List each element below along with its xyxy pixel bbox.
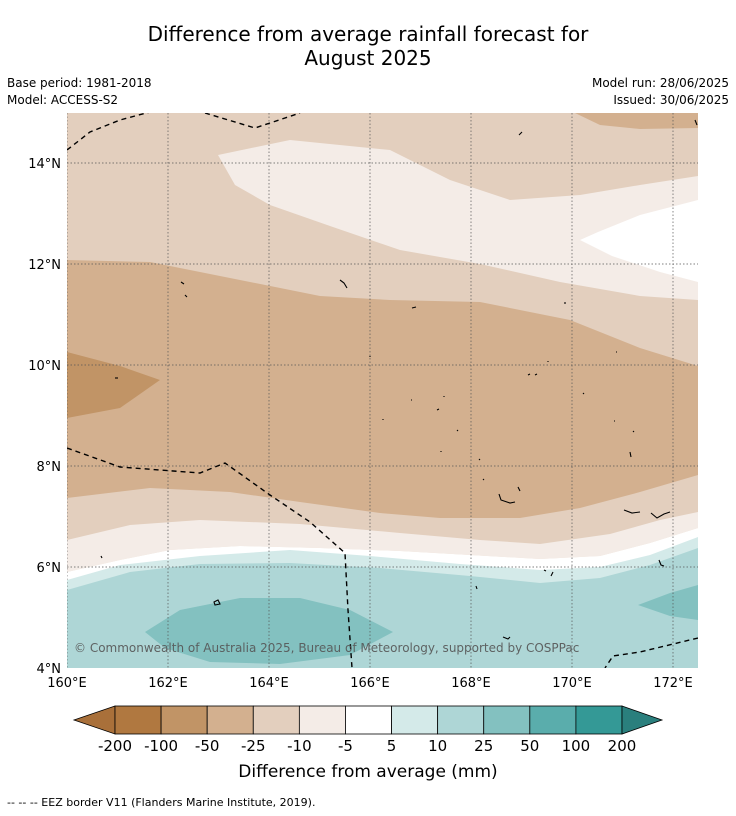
graticule: [67, 113, 698, 668]
lat-label: 6°N: [37, 561, 62, 576]
colorbar-tick-label: 5: [387, 737, 397, 755]
colorbar-arrow-high: [621, 705, 664, 735]
colorbar-tick-label: -100: [144, 737, 178, 755]
anomaly-region-minus10: [218, 140, 698, 300]
lat-label: 10°N: [28, 359, 61, 374]
colorbar-tick-label: -25: [241, 737, 266, 755]
colorbar-swatch: [298, 705, 346, 735]
lat-label: 14°N: [28, 157, 61, 172]
model-name: Model: ACCESS-S2: [7, 93, 119, 107]
anomaly-region-plus50-east: [638, 585, 698, 620]
rainfall-anomaly-map: © Commonwealth of Australia 2025, Bureau…: [67, 113, 698, 668]
issued-date: Issued: 30/06/2025: [613, 93, 729, 107]
colorbar-tick-label: -10: [287, 737, 312, 755]
lon-label: 160°E: [47, 676, 87, 691]
colorbar-swatch: [114, 705, 162, 735]
colorbar-arrow-low: [72, 705, 116, 735]
lat-label: 8°N: [37, 460, 62, 475]
lon-label: 168°E: [451, 676, 491, 691]
lat-label: 4°N: [37, 662, 62, 677]
islands: [100, 119, 698, 640]
lon-label: 166°E: [350, 676, 390, 691]
colorbar-swatch: [483, 705, 531, 735]
eez-legend-line: -- -- -- EEZ border V11 (Flanders Marine…: [7, 796, 316, 809]
colorbar-swatch: [437, 705, 485, 735]
anomaly-region-minus10-south: [67, 512, 698, 572]
map-title-line2: August 2025: [304, 46, 432, 70]
anomaly-region-minus50: [67, 260, 698, 518]
colorbar-swatch: [345, 705, 392, 735]
colorbar: -200 -100 -50 -25 -10 -5 5 10 25 50 100 200: [72, 705, 664, 755]
lon-label: 172°E: [653, 676, 693, 691]
lat-label: 12°N: [28, 258, 61, 273]
colorbar-tick-label: -5: [338, 737, 353, 755]
map-title-line1: Difference from average rainfall forecas…: [147, 22, 589, 46]
model-run: Model run: 28/06/2025: [591, 76, 729, 90]
colorbar-tick-label: 10: [428, 737, 447, 755]
eez-border: [67, 113, 698, 668]
lon-label: 164°E: [249, 676, 289, 691]
base-period: Base period: 1981-2018: [7, 76, 152, 90]
longitude-labels: 160°E 162°E 164°E 166°E 168°E 170°E 172°…: [47, 676, 693, 691]
colorbar-swatch: [391, 705, 439, 735]
anomaly-region-neutral-north: [580, 200, 698, 282]
colorbar-swatch: [206, 705, 254, 735]
anomaly-region-minus50-north: [575, 113, 698, 129]
colorbar-swatch: [529, 705, 577, 735]
colorbar-swatch: [575, 705, 623, 735]
colorbar-tick-label: -50: [195, 737, 220, 755]
anomaly-region-minus100: [67, 352, 160, 418]
colorbar-label: Difference from average (mm): [238, 762, 498, 782]
colorbar-tick-label: 200: [608, 737, 637, 755]
copyright-notice: © Commonwealth of Australia 2025, Bureau…: [74, 641, 579, 655]
colorbar-swatch: [160, 705, 208, 735]
colorbar-tick-label: -200: [98, 737, 132, 755]
colorbar-tick-label: 25: [474, 737, 493, 755]
latitude-labels: 14°N 12°N 10°N 8°N 6°N 4°N: [28, 157, 61, 677]
colorbar-tick-label: 100: [562, 737, 591, 755]
colorbar-tick-label: 50: [520, 737, 539, 755]
colorbar-swatch: [252, 705, 300, 735]
lon-label: 162°E: [148, 676, 188, 691]
lon-label: 170°E: [552, 676, 592, 691]
